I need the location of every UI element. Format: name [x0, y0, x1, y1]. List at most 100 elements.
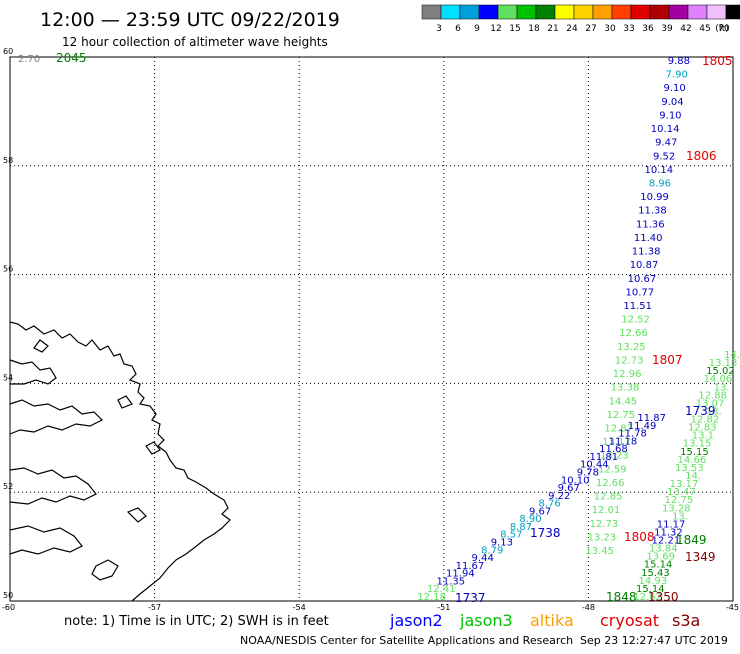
wave-height-label: 12.82 — [691, 415, 720, 426]
lat-tick-label: 60 — [3, 47, 13, 56]
map-subtitle: 12 hour collection of altimeter wave hei… — [62, 35, 328, 49]
wave-height-label: 14. — [685, 471, 701, 482]
lon-tick-label: -45 — [726, 603, 739, 612]
pass-time-label: 1807 — [652, 353, 683, 367]
legend-label: 24 — [566, 24, 578, 34]
legend-swatch — [687, 4, 708, 20]
wave-height-label: 13.53 — [675, 463, 704, 474]
legend-swatch — [497, 4, 518, 20]
wave-height-label: 9.67 — [529, 506, 551, 517]
wave-height-label: 11.78 — [618, 429, 647, 440]
wave-height-label: 15.15 — [680, 447, 709, 458]
wave-height-label: 12.52 — [621, 315, 650, 326]
wave-height-label: 13.13 — [709, 358, 738, 369]
wave-height-label: 8.90 — [519, 514, 541, 525]
wave-height-label: 12.75 — [606, 410, 635, 421]
wave-height-label: 9.47 — [655, 138, 677, 149]
wave-height-label: 12.18 — [417, 592, 446, 603]
wave-height-label: 13.69 — [646, 552, 675, 563]
wave-height-label: 15.02 — [706, 366, 735, 377]
track-right-values: 14.13.1315.0214.0613.12.8813.0713.12.821… — [633, 350, 740, 603]
wave-height-label: 8.57 — [500, 530, 522, 541]
wave-height-label: 8.76 — [539, 499, 561, 510]
legend-label: 45 — [699, 24, 710, 34]
wave-height-label: 14.06 — [704, 374, 733, 385]
wave-height-label: 10.14 — [651, 124, 680, 135]
pass-time-label: 1738 — [530, 526, 561, 540]
wave-height-label: 12.83 — [688, 423, 717, 434]
legend-label: 39 — [661, 24, 673, 34]
wave-height-label: 9.78 — [577, 467, 599, 478]
wave-height-label: 12.85 — [594, 492, 623, 503]
pass-time-label: 1737 — [455, 591, 486, 605]
legend-label: 9 — [474, 24, 480, 34]
wave-height-label: 11.67 — [456, 561, 485, 572]
wave-height-label: 13.38 — [611, 383, 640, 394]
wave-height-label: 9.67 — [558, 483, 580, 494]
wave-height-label: 11.81 — [590, 452, 619, 463]
wave-height-label: 11.68 — [599, 444, 628, 455]
wave-height-label: 13. — [706, 406, 722, 417]
legend-swatch — [459, 4, 480, 20]
wave-height-label: 10.99 — [640, 192, 669, 203]
wave-height-label: 8.96 — [649, 179, 671, 190]
pass-time-label: 1805 — [702, 54, 733, 68]
satellite-legend-altika: altika — [530, 611, 574, 630]
wave-height-label: 12.73 — [615, 355, 644, 366]
legend-label: 33 — [623, 24, 634, 34]
legend-swatch — [630, 4, 651, 20]
legend-swatch — [535, 4, 556, 20]
wave-height-label: 12.88 — [698, 390, 727, 401]
wave-height-label: 13.07 — [696, 398, 725, 409]
lat-tick-label: 58 — [3, 156, 13, 165]
lon-tick-label: -51 — [437, 603, 450, 612]
footer-credit: NOAA/NESDIS Center for Satellite Applica… — [240, 634, 573, 647]
wave-height-label: 8.87 — [510, 522, 532, 533]
pass-time-label: 1849 — [676, 533, 707, 547]
wave-height-label: 12.21 — [652, 536, 681, 547]
wave-height-label: 13.15 — [683, 439, 712, 450]
legend-swatch — [706, 4, 727, 20]
wave-height-label: 13.1 — [692, 431, 714, 442]
track-main-values: 9.88 7.90 9.10 9.04 9.10 10.14 9.47 9.52 10.14 8.… — [585, 56, 690, 557]
legend-label: 27 — [585, 24, 596, 34]
corner-time-label: 2045 — [56, 51, 87, 65]
wave-height-label: 10.87 — [630, 260, 659, 271]
legend-unit: (ft) — [715, 24, 729, 34]
corner-value-label: 2.70 — [18, 54, 40, 65]
satellite-legend: jason2 jason3 altika cryosat s3a — [389, 611, 700, 630]
legend-label: 3 — [436, 24, 442, 34]
wave-height-label: 15.43 — [641, 568, 670, 579]
satellite-legend-cryosat: cryosat — [600, 611, 659, 630]
lon-tick-label: -57 — [148, 603, 161, 612]
footer-timestamp: Sep 23 12:27:47 UTC 2019 — [580, 634, 728, 647]
wave-height-label: 11.36 — [636, 219, 665, 230]
wave-height-label: 11.18 — [609, 436, 638, 447]
footer-note: note: 1) Time is in UTC; 2) SWH is in fe… — [64, 614, 329, 629]
wave-height-label: 14. — [724, 350, 740, 361]
legend-swatch — [573, 4, 594, 20]
legend-swatch — [649, 4, 670, 20]
legend-swatch — [440, 4, 461, 20]
legend-swatch — [516, 4, 537, 20]
wave-height-label: 12.96 — [613, 369, 642, 380]
legend-label: 36 — [642, 24, 654, 34]
legend-swatch — [478, 4, 499, 20]
legend-label: 6 — [455, 24, 461, 34]
wave-height-label: 13.17 — [602, 437, 631, 448]
wave-height-label: 11.38 — [638, 206, 667, 217]
wave-height-label: 13.23 — [600, 451, 629, 462]
wave-height-label: 11.49 — [628, 421, 657, 432]
legend-swatch — [554, 4, 575, 20]
satellite-legend-jason2: jason2 — [389, 611, 443, 630]
wave-height-label: 10.67 — [628, 274, 657, 285]
wave-height-label: 14.66 — [678, 455, 707, 466]
map-frame — [9, 56, 734, 602]
wave-height-label: 14.45 — [609, 396, 638, 407]
wave-height-label: 9.10 — [664, 83, 686, 94]
wave-height-label: 12.73 — [590, 519, 619, 530]
legend-label: 42 — [680, 24, 691, 34]
wave-height-label: 9.04 — [661, 97, 683, 108]
pass-time-label: 1806 — [686, 149, 717, 163]
pass-time-label: 1848 — [606, 590, 637, 604]
